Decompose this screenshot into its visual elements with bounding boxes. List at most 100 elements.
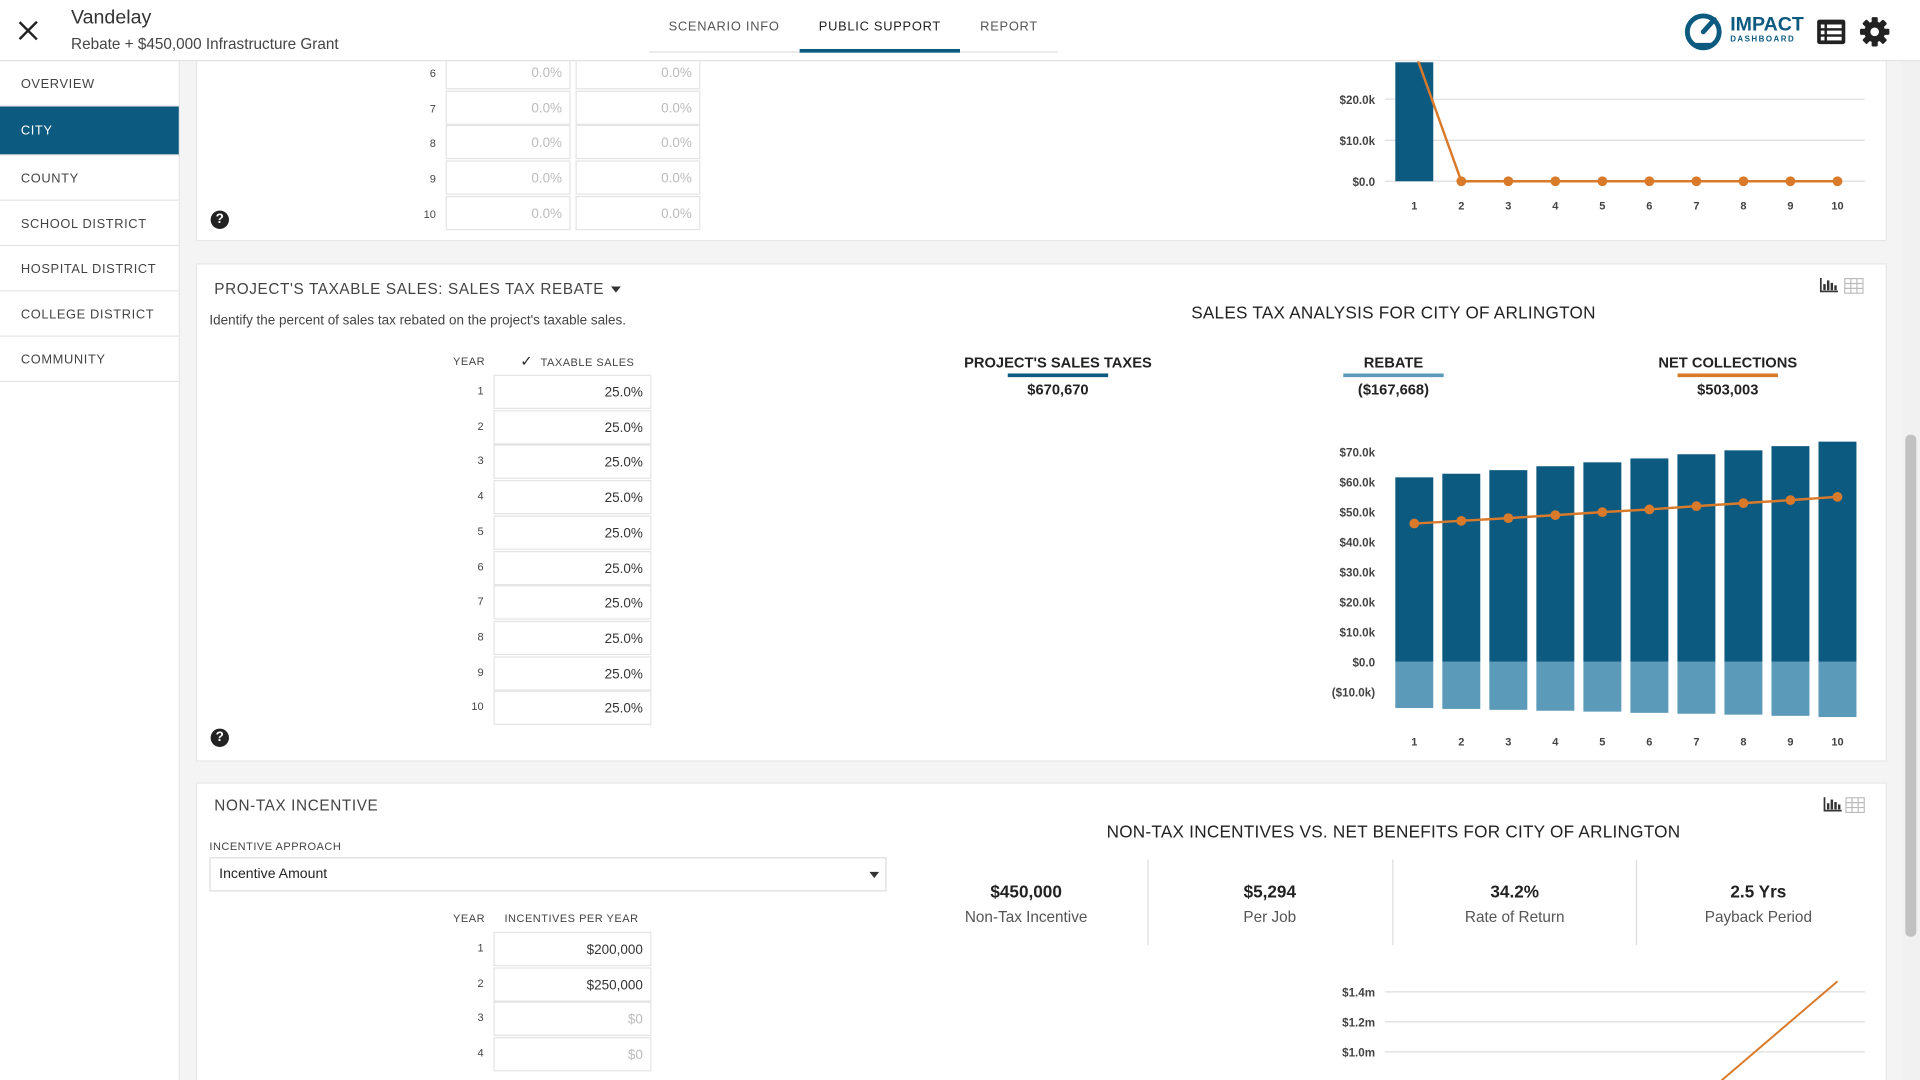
incentive-amount-input[interactable]: $0 — [493, 1002, 652, 1037]
line-point — [1456, 515, 1467, 526]
x-tick-label: 7 — [1693, 737, 1699, 749]
sales-tax-bar — [1395, 477, 1434, 662]
line-point — [1644, 176, 1655, 187]
y-tick-label: $0.0 — [1352, 176, 1375, 189]
incentive-amount-input[interactable]: $200,000 — [493, 931, 652, 967]
section-title-sales-tax[interactable]: PROJECT'S TAXABLE SALES: SALES TAX REBAT… — [214, 280, 622, 298]
sidebar-item-county[interactable]: COUNTY — [0, 156, 179, 201]
percent-input[interactable]: 0.0% — [445, 125, 571, 160]
gauge-icon — [1684, 13, 1722, 51]
sidebar-item-college-district[interactable]: COLLEGE DISTRICT — [0, 291, 179, 337]
taxable-sales-rate-input[interactable]: 25.0% — [493, 409, 652, 445]
taxable-sales-rate-input[interactable]: 25.0% — [493, 444, 652, 480]
x-tick-label: 8 — [1740, 200, 1746, 212]
rebate-bar — [1630, 661, 1669, 713]
x-tick-label: 10 — [1831, 200, 1843, 212]
tab-report[interactable]: REPORT — [980, 19, 1038, 35]
line-point — [1785, 495, 1796, 506]
sidebar-item-community[interactable]: COMMUNITY — [0, 337, 179, 383]
incentive-amount-input[interactable]: $250,000 — [493, 966, 652, 1002]
x-tick-label: 1 — [1411, 737, 1417, 749]
taxable-sales-rate-input[interactable]: 25.0% — [493, 374, 652, 409]
x-tick-label: 10 — [1831, 737, 1843, 749]
year-label: 2 — [477, 976, 484, 990]
section-description: Identify the percent of sales tax rebate… — [209, 313, 627, 329]
x-tick-label: 6 — [1646, 200, 1652, 212]
sales-tax-bar — [1442, 473, 1481, 662]
y-tick-label: $30.0k — [1340, 567, 1376, 580]
rebate-bar — [1583, 661, 1622, 712]
rebate-bar — [1677, 661, 1716, 714]
bar-chart-view-icon[interactable] — [1819, 277, 1840, 293]
gear-icon[interactable] — [1859, 16, 1891, 48]
net-collections-line — [1414, 495, 1838, 525]
sidebar-item-overview[interactable]: OVERVIEW — [0, 61, 179, 107]
tab-scenario-info[interactable]: SCENARIO INFO — [668, 19, 780, 35]
line-point — [1691, 176, 1702, 187]
help-icon[interactable]: ? — [210, 210, 229, 229]
scrollbar-thumb[interactable] — [1905, 434, 1917, 937]
percent-input[interactable]: 0.0% — [575, 125, 701, 160]
tab-public-support[interactable]: PUBLIC SUPPORT — [799, 0, 961, 53]
line-point — [1503, 176, 1514, 187]
sales-tax-bar — [1536, 466, 1575, 662]
summary-value: ($167,668) — [1357, 380, 1429, 398]
scenario-title: Vandelay — [71, 7, 152, 29]
percent-input[interactable]: 0.0% — [445, 90, 571, 125]
bar-chart-view-icon[interactable] — [1823, 797, 1843, 812]
sales-tax-bar — [1771, 446, 1810, 662]
summary-label: NET COLLECTIONS — [1658, 353, 1798, 372]
section-title-text: PROJECT'S TAXABLE SALES: SALES TAX REBAT… — [214, 280, 605, 298]
line-point — [1597, 507, 1608, 518]
percent-input[interactable]: 0.0% — [445, 160, 571, 195]
sidebar-item-school-district[interactable]: SCHOOL DISTRICT — [0, 201, 179, 247]
taxable-sales-rate-input[interactable]: 25.0% — [493, 585, 652, 620]
line-point — [1503, 513, 1514, 524]
percent-input[interactable]: 0.0% — [575, 195, 701, 230]
taxable-sales-rate-input[interactable]: 25.0% — [493, 515, 652, 550]
sidebar-item-city[interactable]: CITY — [0, 106, 179, 156]
x-tick-label: 4 — [1552, 737, 1559, 749]
sidebar-item-hospital-district[interactable]: HOSPITAL DISTRICT — [0, 246, 179, 292]
close-icon[interactable] — [16, 18, 40, 42]
sales-tax-bar — [1630, 458, 1669, 662]
taxable-sales-rate-input[interactable]: 25.0% — [493, 620, 652, 655]
taxable-sales-rate-input[interactable]: 25.0% — [493, 480, 652, 515]
incentive-amount-input[interactable]: $0 — [493, 1037, 652, 1072]
sales-tax-bar — [1489, 470, 1528, 662]
percent-input[interactable]: 0.0% — [575, 90, 701, 125]
table-view-icon[interactable] — [1844, 277, 1864, 294]
caret-down-icon — [611, 286, 622, 293]
help-icon[interactable]: ? — [210, 728, 229, 747]
year-column-header: YEAR — [453, 912, 486, 925]
x-tick-label: 5 — [1599, 737, 1605, 749]
y-tick-label: $1.4m — [1342, 987, 1375, 1000]
rebate-bar — [1442, 661, 1481, 709]
x-tick-label: 8 — [1740, 737, 1746, 749]
year-column-header: YEAR — [453, 355, 486, 368]
percent-input[interactable]: 0.0% — [445, 195, 571, 230]
taxable-sales-rate-input[interactable]: 25.0% — [493, 550, 652, 585]
summary-value: $503,003 — [1697, 380, 1759, 398]
checkmark-icon: ✓ — [520, 352, 533, 370]
line-point — [1644, 504, 1655, 515]
stat-label: Per Job — [1243, 908, 1297, 926]
y-tick-label: ($10.0k) — [1332, 687, 1375, 700]
summary-label: PROJECT'S SALES TAXES — [964, 353, 1152, 372]
year-label: 5 — [477, 525, 484, 538]
list-icon[interactable] — [1816, 16, 1848, 48]
year-label: 4 — [477, 1047, 484, 1060]
year-label: 1 — [477, 941, 484, 954]
table-view-icon[interactable] — [1845, 797, 1865, 814]
incentive-approach-select[interactable]: Incentive Amount — [209, 857, 887, 892]
taxable-sales-rate-input[interactable]: 25.0% — [493, 655, 652, 691]
year-label: 3 — [477, 1011, 484, 1025]
rebate-bar — [1489, 661, 1528, 710]
incentives-column-header: INCENTIVES PER YEAR — [504, 912, 639, 925]
impact-dashboard-logo: IMPACT DASHBOARD — [1684, 12, 1804, 51]
summary-net-collections: NET COLLECTIONS $503,003 — [1605, 354, 1850, 398]
taxable-sales-checkbox[interactable]: ✓ TAXABLE SALES — [520, 350, 634, 372]
percent-input[interactable]: 0.0% — [575, 160, 701, 195]
taxable-sales-rate-input[interactable]: 25.0% — [493, 690, 652, 726]
